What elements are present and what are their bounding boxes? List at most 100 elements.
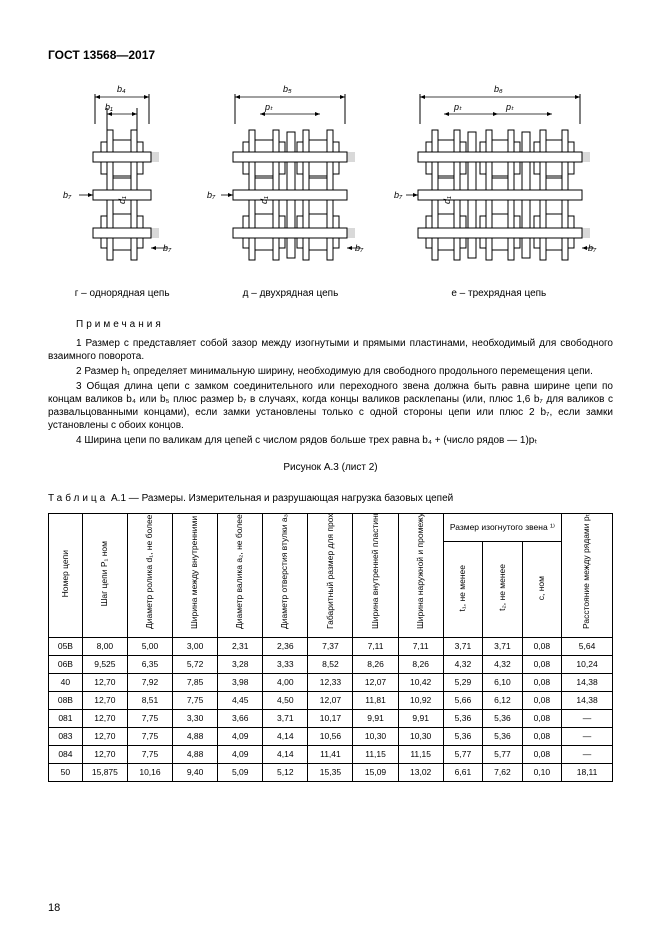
notes-block: Примечания 1 Размер c представляет собой… (48, 318, 613, 447)
table-cell: 7,75 (127, 745, 172, 763)
note-4: 4 Ширина цепи по валикам для цепей с чис… (48, 434, 613, 447)
table-title: Таблица А.1 — Размеры. Измерительная и р… (48, 492, 613, 505)
table-cell: 5,64 (562, 637, 613, 655)
table-cell: 3,30 (173, 709, 218, 727)
table-cell: 6,61 (443, 763, 482, 781)
table-cell: 8,51 (127, 691, 172, 709)
table-row: 08В12,708,517,754,454,5012,0711,8110,925… (49, 691, 613, 709)
table-cell: 5,12 (263, 763, 308, 781)
notes-title: Примечания (76, 318, 613, 331)
svg-text:b₅: b₅ (283, 84, 292, 94)
table-row: 4012,707,927,853,984,0012,3312,0710,425,… (49, 673, 613, 691)
table-cell: 10,17 (308, 709, 353, 727)
table-cell: 8,26 (353, 655, 398, 673)
svg-text:b₇: b₇ (207, 190, 216, 200)
table-cell: 3,28 (218, 655, 263, 673)
table-cell: 084 (49, 745, 83, 763)
table-cell: 5,36 (483, 709, 522, 727)
table-cell: 10,42 (398, 673, 443, 691)
table-cell: 3,66 (218, 709, 263, 727)
table-cell: 12,70 (82, 691, 127, 709)
table-cell: 5,36 (443, 727, 482, 745)
table-cell: 6,35 (127, 655, 172, 673)
table-row: 08412,707,754,884,094,1411,4111,1511,155… (49, 745, 613, 763)
figure-label: Рисунок А.3 (лист 2) (48, 461, 613, 474)
svg-text:pₜ: pₜ (453, 102, 462, 112)
diagram-single: b₄ b₁ (57, 82, 187, 300)
table-cell: 3,98 (218, 673, 263, 691)
table-cell: 5,66 (443, 691, 482, 709)
caption-e: е – трехрядная цепь (394, 287, 604, 300)
table-cell: 12,07 (308, 691, 353, 709)
svg-text:d₁: d₁ (259, 196, 269, 204)
table-cell: — (562, 709, 613, 727)
svg-text:b₄: b₄ (117, 84, 126, 94)
table-cell: 5,72 (173, 655, 218, 673)
table-cell: 12,70 (82, 709, 127, 727)
table-cell: 8,52 (308, 655, 353, 673)
table-cell: 5,36 (443, 709, 482, 727)
table-cell: 12,70 (82, 745, 127, 763)
table-row: 06В9,5256,355,723,283,338,528,268,264,32… (49, 655, 613, 673)
table-cell: 10,16 (127, 763, 172, 781)
table-cell: 11,81 (353, 691, 398, 709)
note-3: 3 Общая длина цепи с замком соединительн… (48, 380, 613, 432)
table-cell: 9,91 (398, 709, 443, 727)
table-cell: 0,10 (522, 763, 561, 781)
table-cell: 11,41 (308, 745, 353, 763)
table-cell: — (562, 727, 613, 745)
table-cell: 3,71 (483, 637, 522, 655)
table-row: 05В8,005,003,002,312,367,377,117,113,713… (49, 637, 613, 655)
table-cell: 12,33 (308, 673, 353, 691)
table-cell: 12,70 (82, 673, 127, 691)
table-cell: 10,56 (308, 727, 353, 745)
svg-text:d₁: d₁ (442, 196, 452, 204)
table-cell: 4,09 (218, 727, 263, 745)
table-cell: 3,00 (173, 637, 218, 655)
diagram-triple: b₆ pₜ pₜ (394, 82, 604, 300)
svg-text:b₇: b₇ (394, 190, 403, 200)
table-cell: 15,35 (308, 763, 353, 781)
table-cell: 9,525 (82, 655, 127, 673)
table-cell: 50 (49, 763, 83, 781)
table-cell: 0,08 (522, 673, 561, 691)
table-cell: 11,15 (353, 745, 398, 763)
table-cell: 4,00 (263, 673, 308, 691)
table-cell: 06В (49, 655, 83, 673)
table-cell: 4,14 (263, 727, 308, 745)
caption-d: д – двухрядная цепь (205, 287, 375, 300)
table-row: 5015,87510,169,405,095,1215,3515,0913,02… (49, 763, 613, 781)
diagram-double: b₅ pₜ (205, 82, 375, 300)
table-cell: 7,37 (308, 637, 353, 655)
table-cell: — (562, 745, 613, 763)
table-cell: 5,00 (127, 637, 172, 655)
table-cell: 9,40 (173, 763, 218, 781)
doc-id: ГОСТ 13568—2017 (48, 48, 613, 64)
table-cell: 10,30 (353, 727, 398, 745)
table-cell: 10,92 (398, 691, 443, 709)
table-cell: 15,09 (353, 763, 398, 781)
table-cell: 5,36 (483, 727, 522, 745)
table-cell: 7,11 (353, 637, 398, 655)
note-1: 1 Размер c представляет собой зазор межд… (48, 337, 613, 363)
table-cell: 3,71 (443, 637, 482, 655)
table-cell: 0,08 (522, 709, 561, 727)
table-cell: 7,62 (483, 763, 522, 781)
table-cell: 7,75 (127, 727, 172, 745)
table-cell: 15,875 (82, 763, 127, 781)
figure-row: b₄ b₁ (48, 82, 613, 300)
table-cell: 14,38 (562, 673, 613, 691)
table-cell: 0,08 (522, 745, 561, 763)
table-cell: 2,31 (218, 637, 263, 655)
table-cell: 11,15 (398, 745, 443, 763)
table-cell: 083 (49, 727, 83, 745)
table-cell: 8,00 (82, 637, 127, 655)
table-cell: 3,33 (263, 655, 308, 673)
caption-g: г – однорядная цепь (57, 287, 187, 300)
svg-text:b₇: b₇ (63, 190, 72, 200)
svg-text:pₜ: pₜ (264, 102, 273, 112)
table-cell: 14,38 (562, 691, 613, 709)
table-cell: 6,12 (483, 691, 522, 709)
table-cell: 4,88 (173, 727, 218, 745)
table-cell: 0,08 (522, 691, 561, 709)
